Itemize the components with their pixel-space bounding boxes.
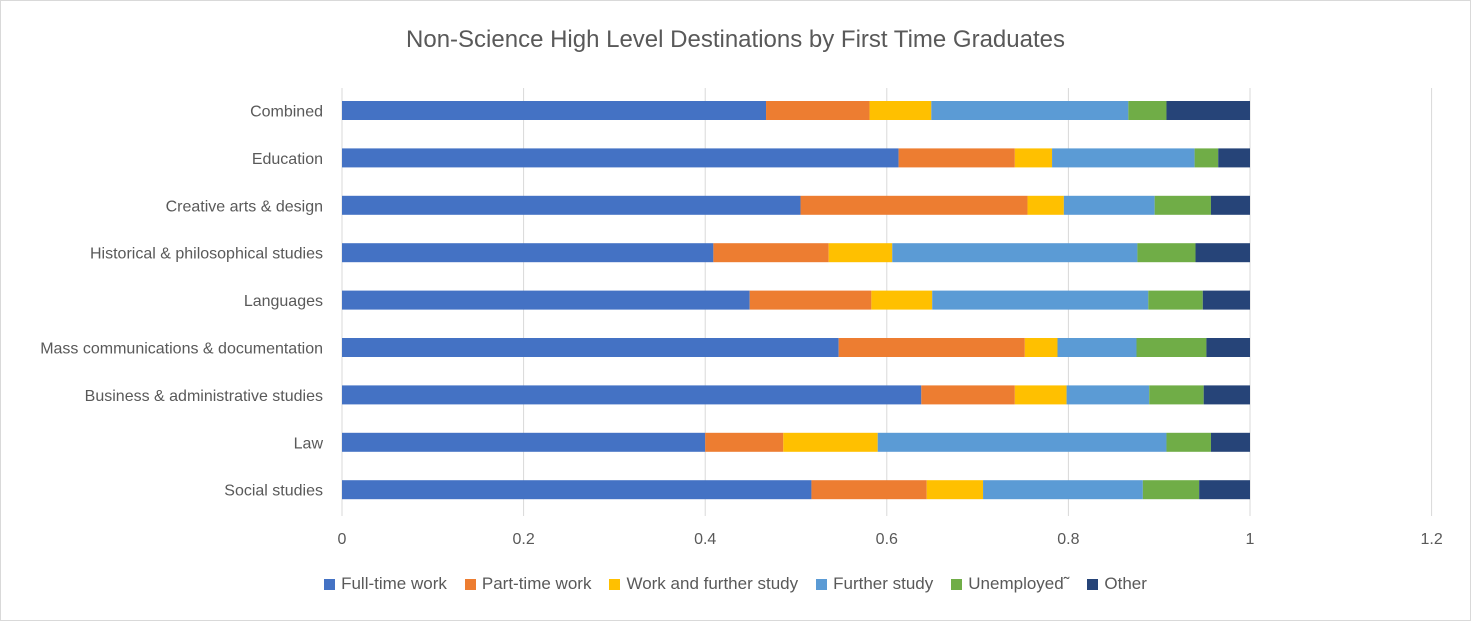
legend-item: Part-time work xyxy=(464,574,592,594)
bar-segment xyxy=(766,101,870,120)
legend-swatch xyxy=(951,578,963,590)
legend-item: Other xyxy=(1087,574,1147,594)
x-tick-label: 1.2 xyxy=(1420,531,1442,548)
legend-label: Work and further study xyxy=(626,574,799,593)
legend-swatch xyxy=(1087,578,1099,590)
category-label: Business & administrative studies xyxy=(85,388,323,405)
legend-item: Full-time work xyxy=(324,574,447,594)
legend-item: Work and further study xyxy=(609,574,798,594)
bar-segment xyxy=(783,432,878,452)
legend-label: Part-time work xyxy=(481,574,592,593)
legend-label: Other xyxy=(1104,574,1147,593)
bar-segment xyxy=(800,195,1028,215)
category-label: Historical & philosophical studies xyxy=(90,246,323,263)
bar-segment xyxy=(705,432,784,452)
bar-segment xyxy=(1066,385,1150,405)
bar-segment xyxy=(342,243,714,263)
bar-segment xyxy=(811,480,927,500)
category-label: Creative arts & design xyxy=(166,198,323,215)
bar-segment xyxy=(342,338,839,357)
bar-segment xyxy=(983,480,1143,500)
bar-segment xyxy=(1154,195,1211,215)
bar-segment xyxy=(1206,338,1250,357)
bar-segment xyxy=(1166,101,1250,120)
bar-segment xyxy=(877,432,1167,452)
bar-segment xyxy=(921,385,1015,405)
chart-title: Non-Science High Level Destinations by F… xyxy=(406,26,1065,53)
bar-segment xyxy=(932,290,1149,310)
category-label: Mass communications & documentation xyxy=(40,341,323,358)
bar-segment xyxy=(1195,243,1250,263)
bar-segment xyxy=(1148,290,1203,310)
legend-swatch xyxy=(816,578,828,590)
bar-segment xyxy=(1149,385,1204,405)
bar-segment xyxy=(1063,195,1155,215)
category-label: Combined xyxy=(250,104,323,121)
bar-segment xyxy=(1014,148,1053,168)
bar-segment xyxy=(1199,480,1250,500)
x-tick-label: 1 xyxy=(1246,531,1255,548)
legend-swatch xyxy=(324,578,336,590)
x-tick-label: 0.8 xyxy=(1057,531,1079,548)
bar-segment xyxy=(828,243,893,263)
category-label: Law xyxy=(294,435,324,452)
bar-segment xyxy=(1202,290,1250,310)
bar-segment xyxy=(838,338,1025,357)
legend-label: Unemployed˜ xyxy=(968,574,1070,593)
bar-segment xyxy=(342,480,812,500)
bar-segment xyxy=(342,148,899,168)
legend-label: Further study xyxy=(833,574,934,593)
bar-segment xyxy=(1210,432,1250,452)
bar-segment xyxy=(898,148,1015,168)
bar-segment xyxy=(1052,148,1195,168)
x-tick-label: 0.6 xyxy=(876,531,898,548)
bar-segment xyxy=(713,243,829,263)
bar-segment xyxy=(931,101,1129,120)
legend-item: Unemployed˜ xyxy=(951,574,1069,594)
bar-segment xyxy=(342,385,922,405)
bar-segment xyxy=(1024,338,1058,357)
legend-swatch xyxy=(609,578,621,590)
bar-segment xyxy=(342,195,801,215)
bar-segment xyxy=(869,101,932,120)
bar-segment xyxy=(1218,148,1250,168)
bar-segment xyxy=(871,290,933,310)
bar-segment xyxy=(342,290,750,310)
category-label: Languages xyxy=(244,293,323,310)
legend-swatch xyxy=(464,578,476,590)
x-tick-label: 0 xyxy=(338,531,347,548)
bar-segment xyxy=(342,432,706,452)
bar-segment xyxy=(1014,385,1067,405)
category-label: Social studies xyxy=(224,483,323,500)
x-tick-label: 0.4 xyxy=(694,531,716,548)
category-label: Education xyxy=(252,151,323,168)
bar-segment xyxy=(1194,148,1219,168)
legend-item: Further study xyxy=(816,574,933,594)
bar-segment xyxy=(1210,195,1250,215)
bar-segment xyxy=(749,290,872,310)
bar-segment xyxy=(926,480,984,500)
chart-legend: Full-time work Part-time work Work and fur… xyxy=(0,574,1471,594)
bar-segment xyxy=(1057,338,1137,357)
bar-segment xyxy=(1137,243,1196,263)
legend-label: Full-time work xyxy=(341,574,447,593)
bar-segment xyxy=(342,101,767,120)
bar-segment xyxy=(892,243,1138,263)
bar-segment xyxy=(1142,480,1200,500)
bar-segment xyxy=(1027,195,1064,215)
bar-segment xyxy=(1136,338,1207,357)
bar-segment xyxy=(1128,101,1167,120)
bar-segment xyxy=(1166,432,1211,452)
bar-segment xyxy=(1203,385,1250,405)
x-tick-label: 0.2 xyxy=(512,531,534,548)
